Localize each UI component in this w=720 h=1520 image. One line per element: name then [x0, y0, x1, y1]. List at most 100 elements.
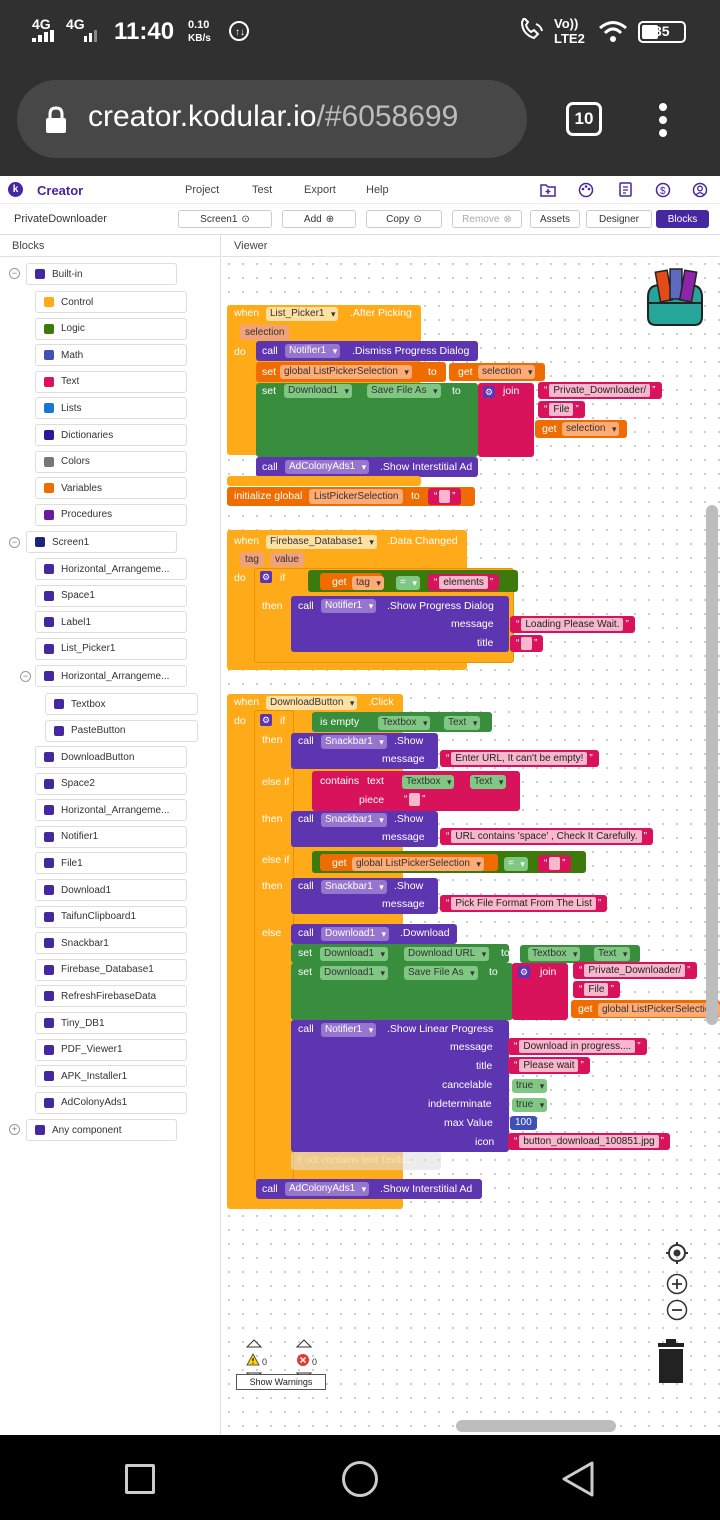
textbox-dropdown[interactable]: Textbox: [378, 716, 431, 730]
tree-component[interactable]: AdColonyAds1: [35, 1091, 187, 1114]
cancelable-true[interactable]: true: [512, 1079, 548, 1093]
docs-icon[interactable]: [617, 182, 633, 203]
gear-icon[interactable]: ⚙: [260, 714, 272, 726]
selection-dropdown[interactable]: selection: [478, 365, 536, 379]
snackbar-dropdown[interactable]: Snackbar1: [321, 735, 387, 749]
textbox-dropdown[interactable]: Textbox: [528, 947, 581, 961]
string-download-progress[interactable]: “Download in progress....”: [508, 1038, 647, 1055]
textbox-dropdown[interactable]: Textbox: [402, 775, 455, 789]
global-var-dropdown[interactable]: global ListPickerSelection: [598, 1003, 720, 1017]
compare-operator[interactable]: =: [396, 576, 420, 590]
indeterminate-true[interactable]: true: [512, 1098, 548, 1112]
gear-icon[interactable]: ⚙: [483, 386, 495, 398]
tab-count-button[interactable]: 10: [566, 102, 602, 136]
param-tag[interactable]: tag: [240, 552, 264, 567]
string-value[interactable]: button_download_100851.jpg: [519, 1135, 659, 1148]
remove-screen-button[interactable]: Remove ⊗: [452, 210, 522, 228]
menu-test[interactable]: Test: [252, 184, 273, 196]
string-elements[interactable]: “elements”: [428, 574, 500, 591]
gear-icon[interactable]: ⚙: [518, 966, 530, 978]
string-enter-url[interactable]: “Enter URL, It can't be empty!”: [440, 750, 599, 767]
string-url-contains-space[interactable]: “URL contains 'space' , Check It Careful…: [440, 828, 653, 845]
string-please-wait[interactable]: “Please wait”: [508, 1057, 590, 1074]
property-dropdown[interactable]: Save File As: [404, 966, 478, 980]
tag-dropdown[interactable]: tag: [352, 576, 384, 590]
tree-builtin-procedures[interactable]: Procedures: [35, 503, 187, 526]
tree-builtin-control[interactable]: Control: [35, 291, 187, 313]
trash-icon[interactable]: [654, 1339, 688, 1388]
string-loading[interactable]: “Loading Please Wait.”: [510, 616, 635, 633]
global-var-dropdown[interactable]: global ListPickerSelection: [352, 857, 484, 871]
tree-component[interactable]: PasteButton: [45, 719, 198, 742]
error-up-arrow-icon[interactable]: [295, 1335, 313, 1353]
recents-button-icon[interactable]: [125, 1464, 155, 1494]
tree-component[interactable]: Firebase_Database1: [35, 958, 187, 981]
snackbar-dropdown[interactable]: Snackbar1: [321, 813, 387, 827]
string-value[interactable]: Enter URL, It can't be empty!: [451, 752, 588, 765]
backpack-icon[interactable]: [640, 267, 710, 332]
tree-component[interactable]: TaifunClipboard1: [35, 905, 187, 928]
string-value[interactable]: elements: [439, 576, 488, 589]
recenter-icon[interactable]: [666, 1242, 688, 1269]
string-file[interactable]: “File”: [538, 401, 585, 418]
tree-component[interactable]: File1: [35, 852, 187, 875]
address-bar[interactable]: creator.kodular.io/#6058699: [17, 80, 527, 158]
expand-toggle-icon[interactable]: +: [9, 1124, 20, 1135]
download-dropdown[interactable]: Download1: [320, 947, 389, 961]
ad-dropdown[interactable]: AdColonyAds1: [285, 1182, 370, 1196]
folder-add-icon[interactable]: [540, 182, 556, 203]
tree-component[interactable]: Label1: [35, 611, 187, 634]
blocks-button[interactable]: Blocks: [656, 210, 709, 228]
tree-component[interactable]: PDF_Viewer1: [35, 1038, 187, 1061]
empty-string[interactable]: “ ”: [428, 488, 462, 505]
dollar-icon[interactable]: $: [655, 182, 671, 203]
tree-any-component[interactable]: Any component: [26, 1119, 177, 1141]
gear-icon[interactable]: ⚙: [260, 571, 272, 583]
tree-builtin[interactable]: Built-in: [26, 263, 177, 285]
zoom-out-icon[interactable]: [666, 1299, 688, 1326]
global-name-field[interactable]: ListPickerSelection: [309, 489, 404, 504]
notifier-dropdown[interactable]: Notifier1: [321, 599, 377, 613]
tree-component[interactable]: Horizontal_Arrangeme...: [35, 558, 187, 580]
text-property-dropdown[interactable]: Text: [594, 947, 631, 961]
menu-export[interactable]: Export: [304, 184, 336, 196]
tree-component[interactable]: DownloadButton: [35, 746, 187, 768]
vertical-scrollbar[interactable]: [706, 505, 718, 1025]
tree-builtin-lists[interactable]: Lists: [35, 397, 187, 420]
max-value-number[interactable]: 100: [510, 1116, 537, 1130]
copy-screen-button[interactable]: Copy ⊙: [366, 210, 442, 228]
tree-component[interactable]: Textbox: [45, 693, 198, 715]
string-value[interactable]: File: [549, 403, 574, 416]
string-value[interactable]: Private_Downloader/: [584, 964, 686, 977]
tree-component[interactable]: Horizontal_Arrangeme...: [35, 665, 187, 687]
horizontal-scrollbar[interactable]: [456, 1420, 616, 1432]
global-var-dropdown[interactable]: global ListPickerSelection: [280, 365, 412, 379]
menu-help[interactable]: Help: [366, 184, 389, 196]
string-value[interactable]: Download in progress....: [519, 1040, 636, 1053]
param-selection[interactable]: selection: [240, 325, 290, 340]
string-file[interactable]: “File”: [573, 981, 620, 998]
contains-mode[interactable]: text: [367, 775, 384, 787]
back-button-icon[interactable]: [560, 1460, 596, 1503]
component-dropdown[interactable]: DownloadButton: [266, 696, 358, 710]
tree-component[interactable]: Horizontal_Arrangeme...: [35, 799, 187, 822]
tree-component[interactable]: Space1: [35, 584, 187, 607]
tree-component[interactable]: List_Picker1: [35, 637, 187, 660]
collapse-toggle-icon[interactable]: −: [9, 537, 20, 548]
string-value[interactable]: Pick File Format From The List: [451, 897, 596, 910]
palette-icon[interactable]: [578, 182, 594, 203]
warning-up-arrow-icon[interactable]: [245, 1335, 263, 1353]
notifier-dropdown[interactable]: Notifier1: [321, 1023, 377, 1037]
string-value[interactable]: File: [584, 983, 609, 996]
tree-component[interactable]: Space2: [35, 772, 187, 795]
tree-component[interactable]: Snackbar1: [35, 932, 187, 955]
component-dropdown[interactable]: List_Picker1: [266, 307, 339, 321]
collapsed-comment-block[interactable]: if not contains text Textb...: [291, 1152, 441, 1170]
string-private-downloader[interactable]: “Private_Downloader/”: [573, 962, 697, 979]
empty-string[interactable]: “ ”: [510, 635, 544, 652]
blocks-workspace[interactable]: when List_Picker1 .After Picking selecti…: [222, 257, 720, 1435]
string-value[interactable]: Loading Please Wait.: [521, 618, 624, 631]
tree-builtin-variables[interactable]: Variables: [35, 477, 187, 500]
tree-builtin-colors[interactable]: Colors: [35, 450, 187, 473]
selection-dropdown[interactable]: selection: [562, 422, 620, 436]
